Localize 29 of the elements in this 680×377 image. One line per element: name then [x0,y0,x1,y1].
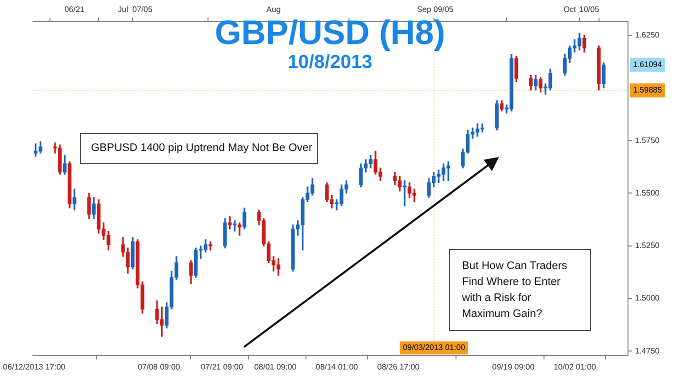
x2-tick-label: Aug [266,5,281,14]
y-tick-label: 1.6250 [635,30,660,40]
x2-tick-label: Jul [118,5,128,14]
x-tick-label: 09/19 09:00 [492,362,535,372]
annotation: But How Can Traders Find Where to Enter with a Risk for Maximum Gain? [449,249,591,331]
x-tick-label: 06/12/2013 17:00 [3,362,66,372]
y-tick-label: 1.5250 [635,241,660,250]
x-tick-label: 07/08 09:00 [138,362,181,372]
x2-tick-label: 07/05 [132,5,153,14]
y-tick-label: 1.5000 [635,294,660,303]
x2-tick-label: 06/21 [64,5,86,14]
ref-line-label: 1.59885 [633,86,662,95]
text: 10/8/2013 [288,52,372,73]
ref-line-label: 09/03/2013 01:00 [402,343,466,352]
x-tick-label: 10/02 01:00 [554,362,596,372]
x2-tick-label: 10/05 [579,5,600,14]
y-tick-label: 1.4750 [635,346,660,356]
x2-tick-label: Oct [564,5,577,14]
x-tick-label: 08/26 17:00 [377,362,420,372]
x-tick-label: 08/01 09:00 [254,362,298,372]
chart-title: GBP/USD (H8) [214,14,446,52]
y-tick-label: 1.5500 [635,188,660,198]
x-tick-label: 08/14 01:00 [316,362,359,372]
annotation: GBPUSD 1400 pip Uptrend May Not Be Over [80,133,318,164]
annotation: 1.61094 [633,60,662,70]
x-tick-label: 07/21 09:00 [200,362,244,372]
x2-tick-label: 09/05 [433,5,454,14]
x2-tick-label: Sep [416,5,432,14]
y-tick-label: 1.5750 [635,136,660,145]
